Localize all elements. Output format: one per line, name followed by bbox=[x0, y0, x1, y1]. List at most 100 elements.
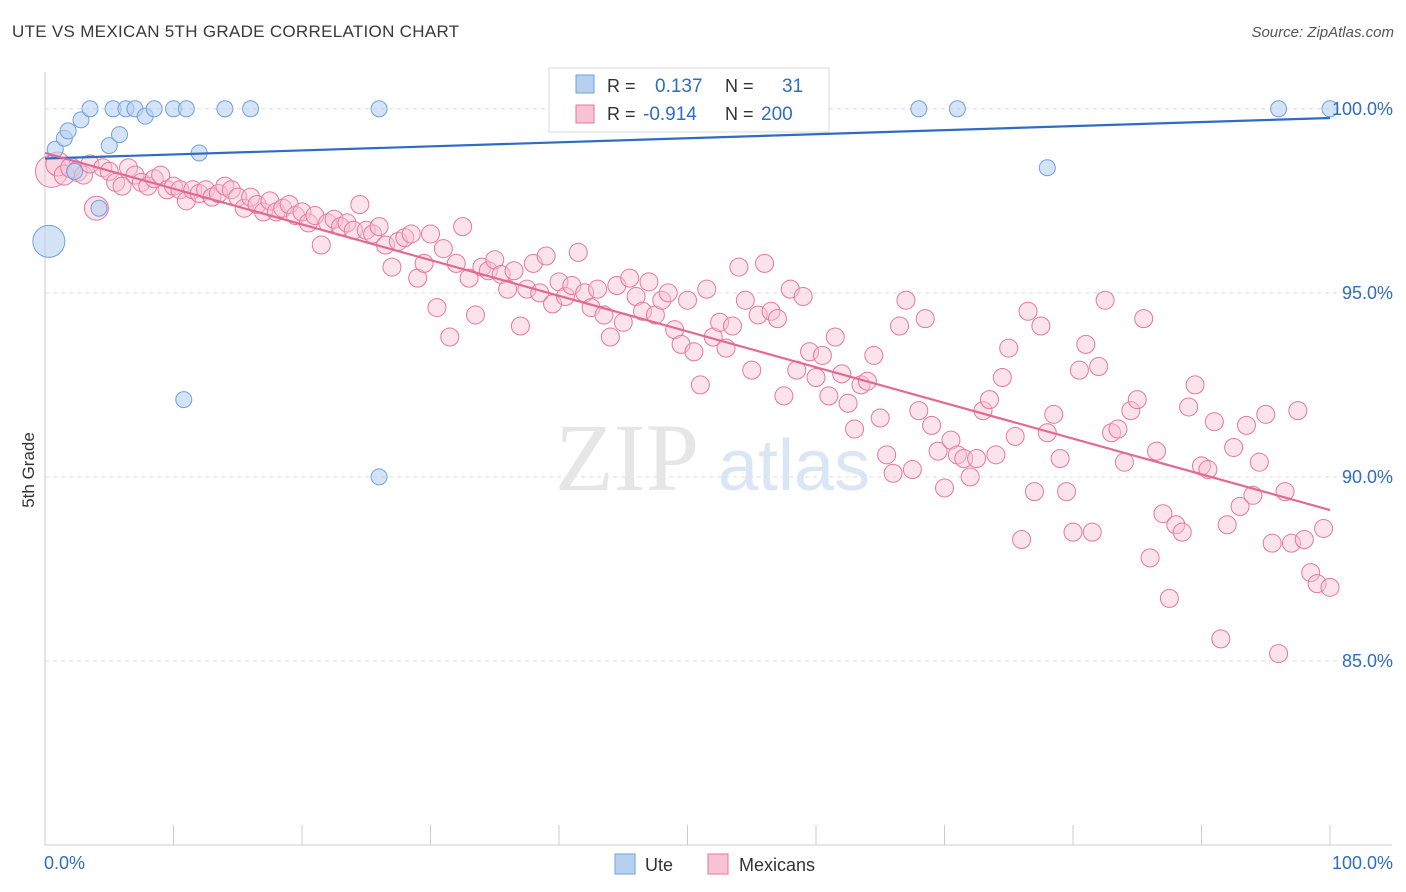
ute-point-8 bbox=[100, 137, 118, 155]
mexicans-point-197 bbox=[1307, 574, 1327, 594]
y-tick-labels: 85.0% 90.0% 95.0% 100.0% bbox=[1332, 99, 1393, 671]
source-label: Source: ZipAtlas.com bbox=[1251, 24, 1394, 41]
mexicans-point-93 bbox=[639, 272, 659, 292]
mexicans-point-166 bbox=[1108, 419, 1128, 439]
mexicans-point-11 bbox=[112, 176, 132, 196]
mexicans-r-label: R = bbox=[607, 104, 636, 124]
ute-point-7 bbox=[90, 199, 108, 217]
mexicans-point-157 bbox=[1050, 449, 1070, 468]
mexicans-point-100 bbox=[684, 342, 704, 362]
mexicans-point-107 bbox=[729, 257, 749, 277]
mexicans-point-120 bbox=[812, 345, 832, 365]
mexicans-point-102 bbox=[697, 279, 717, 299]
trend-lines bbox=[44, 116, 1331, 512]
mexicans-point-62 bbox=[440, 327, 460, 347]
mexicans-point-114 bbox=[774, 386, 794, 406]
mexicans-point-184 bbox=[1224, 437, 1244, 457]
mexicans-point-143 bbox=[960, 467, 980, 487]
ute-points bbox=[32, 100, 1339, 486]
mexicans-point-104 bbox=[710, 312, 730, 332]
mexicans-point-77 bbox=[536, 246, 556, 266]
mexicans-point-16 bbox=[144, 169, 164, 189]
ute-point-4 bbox=[66, 162, 84, 180]
mexicans-point-163 bbox=[1089, 356, 1109, 376]
chart-title: UTE VS MEXICAN 5TH GRADE CORRELATION CHA… bbox=[12, 22, 460, 41]
y-tick-label-0: 85.0% bbox=[1342, 651, 1393, 671]
mexicans-point-90 bbox=[620, 268, 640, 288]
mexicans-point-99 bbox=[678, 290, 697, 310]
mexicans-point-73 bbox=[510, 316, 530, 336]
mexicans-point-188 bbox=[1249, 452, 1269, 472]
x-tick-label-0: 0.0% bbox=[44, 853, 85, 873]
mexicans-point-173 bbox=[1153, 504, 1173, 524]
ute-point-22 bbox=[370, 100, 388, 118]
ute-point-29 bbox=[1270, 100, 1288, 118]
mexicans-point-183 bbox=[1217, 515, 1237, 535]
mexicans-r-value: -0.914 bbox=[643, 104, 697, 125]
mexicans-point-108 bbox=[735, 290, 755, 310]
mexicans-n-value: 200 bbox=[761, 104, 793, 125]
mexicans-point-154 bbox=[1031, 316, 1051, 336]
axes bbox=[44, 72, 1392, 846]
mexicans-point-162 bbox=[1082, 522, 1102, 542]
mexicans-point-189 bbox=[1256, 404, 1276, 424]
mexicans-point-59 bbox=[421, 224, 440, 244]
y-tick-label-1: 90.0% bbox=[1342, 467, 1393, 487]
mexicans-point-125 bbox=[845, 419, 865, 439]
mexicans-point-28 bbox=[221, 180, 241, 200]
mexicans-point-72 bbox=[504, 261, 524, 281]
mexicans-point-193 bbox=[1281, 533, 1301, 553]
mexicans-point-149 bbox=[999, 338, 1019, 358]
mexicans-point-156 bbox=[1044, 404, 1064, 424]
mexicans-point-87 bbox=[600, 327, 620, 347]
mexicans-point-118 bbox=[800, 342, 820, 362]
ute-trend-line bbox=[44, 116, 1331, 160]
mexicans-point-65 bbox=[459, 268, 479, 288]
mexicans-point-24 bbox=[196, 180, 216, 200]
mexicans-point-176 bbox=[1172, 522, 1192, 542]
mexicans-point-199 bbox=[1320, 577, 1340, 597]
mexicans-point-48 bbox=[350, 195, 370, 215]
mexicans-point-8 bbox=[93, 158, 113, 178]
mexicans-point-175 bbox=[1166, 515, 1186, 535]
mexicans-point-31 bbox=[241, 187, 261, 207]
mexicans-point-169 bbox=[1127, 390, 1147, 410]
mexicans-point-128 bbox=[864, 345, 884, 365]
mexicans-point-56 bbox=[401, 224, 421, 244]
top-legend: R = 0.137 N = 31 R = -0.914 N = 200 bbox=[548, 67, 830, 133]
mexicans-point-131 bbox=[883, 463, 903, 483]
y-tick-label-3: 100.0% bbox=[1332, 99, 1393, 119]
y-axis-label: 5th Grade bbox=[19, 432, 38, 508]
mexicans-point-132 bbox=[890, 316, 910, 336]
mexicans-bottom-label: Mexicans bbox=[739, 855, 815, 875]
mexicans-point-135 bbox=[909, 401, 929, 421]
mexicans-point-150 bbox=[1005, 426, 1025, 446]
ute-point-14 bbox=[145, 100, 163, 118]
mexicans-point-155 bbox=[1037, 423, 1057, 443]
mexicans-point-136 bbox=[915, 309, 935, 329]
mexicans-point-129 bbox=[870, 408, 890, 428]
mexicans-point-198 bbox=[1314, 518, 1334, 538]
mexicans-point-42 bbox=[311, 235, 331, 255]
mexicans-point-55 bbox=[395, 228, 415, 248]
ute-bottom-swatch bbox=[614, 853, 636, 875]
mexicans-point-195 bbox=[1294, 529, 1314, 549]
mexicans-point-137 bbox=[922, 415, 942, 435]
mexicans-point-113 bbox=[767, 309, 787, 329]
ute-r-value: 0.137 bbox=[655, 76, 703, 97]
mexicans-point-160 bbox=[1069, 360, 1089, 380]
mexicans-point-148 bbox=[992, 368, 1012, 388]
x-tick-label-1: 100.0% bbox=[1332, 853, 1393, 873]
mexicans-point-177 bbox=[1179, 397, 1199, 417]
mexicans-point-101 bbox=[690, 375, 710, 395]
mexicans-point-53 bbox=[382, 257, 402, 277]
mexicans-point-151 bbox=[1012, 529, 1032, 549]
mexicans-point-134 bbox=[902, 460, 922, 480]
mexicans-point-138 bbox=[928, 441, 948, 461]
ute-point-3 bbox=[59, 122, 77, 140]
ute-point-17 bbox=[177, 100, 195, 118]
ute-point-26 bbox=[910, 100, 928, 118]
mexicans-point-172 bbox=[1147, 441, 1167, 461]
watermark-atlas: atlas bbox=[718, 426, 870, 506]
